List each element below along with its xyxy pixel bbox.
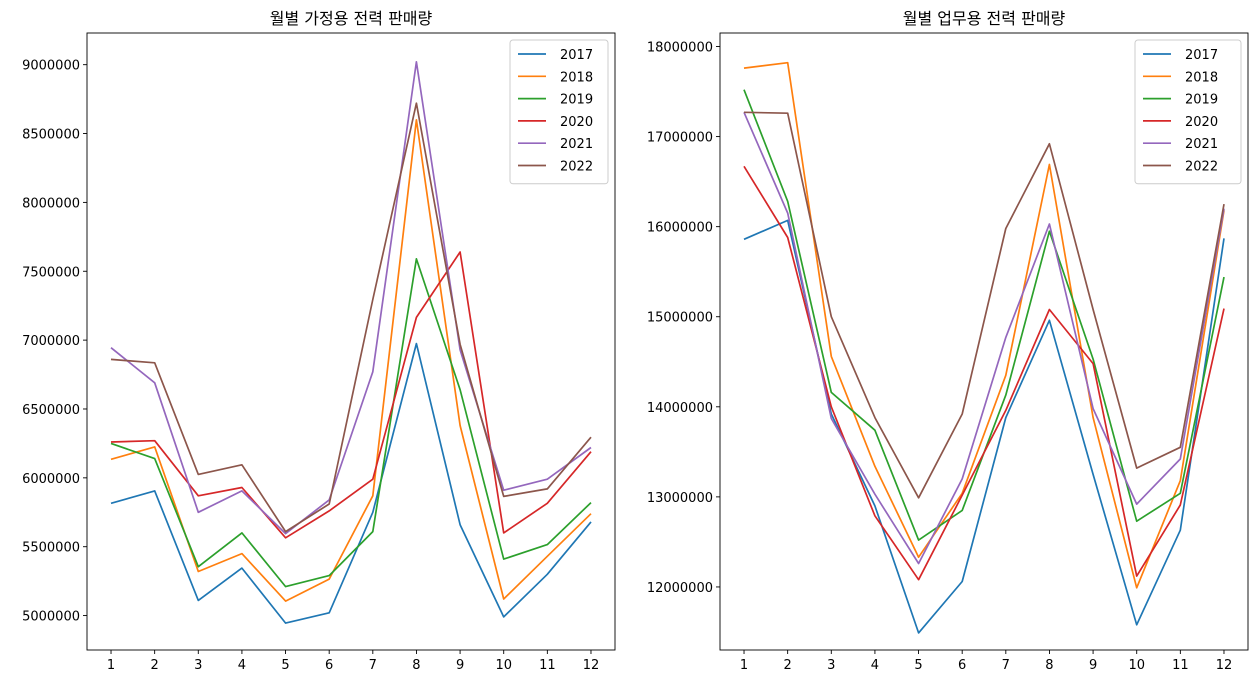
legend: 2017 2018 2019 2020 2021 2022 bbox=[509, 39, 609, 185]
series-line-2018 bbox=[743, 61, 1225, 589]
legend-label-2021: 2021 bbox=[560, 137, 593, 152]
y-tick-label: 5500000 bbox=[22, 541, 80, 556]
legend-label-2019: 2019 bbox=[560, 93, 593, 108]
y-tick-label: 6500000 bbox=[22, 403, 80, 418]
plot-frame bbox=[86, 32, 616, 651]
legend-label-2020: 2020 bbox=[1185, 115, 1218, 130]
x-tick-label: 8 bbox=[412, 658, 420, 673]
plot-frame bbox=[719, 32, 1249, 651]
x-tick-label: 5 bbox=[914, 658, 922, 673]
y-tick-label: 9000000 bbox=[22, 59, 80, 74]
y-tick-label: 8500000 bbox=[22, 128, 80, 143]
y-tick-label: 6000000 bbox=[22, 472, 80, 487]
y-tick-label: 7500000 bbox=[22, 265, 80, 280]
x-tick-label: 11 bbox=[539, 658, 556, 673]
y-tick-label: 16000000 bbox=[647, 221, 713, 236]
x-tick-label: 5 bbox=[281, 658, 289, 673]
x-tick-label: 2 bbox=[784, 658, 792, 673]
y-tick-label: 5000000 bbox=[22, 610, 80, 625]
legend-label-2022: 2022 bbox=[560, 160, 593, 175]
series-line-2019 bbox=[110, 258, 592, 588]
y-tick-label: 15000000 bbox=[647, 311, 713, 326]
x-tick-label: 4 bbox=[238, 658, 246, 673]
x-tick-label: 10 bbox=[1128, 658, 1145, 673]
series-line-2017 bbox=[743, 219, 1225, 634]
x-tick-label: 6 bbox=[325, 658, 333, 673]
legend-label-2018: 2018 bbox=[1185, 70, 1218, 85]
legend-label-2017: 2017 bbox=[1185, 48, 1218, 63]
x-tick-label: 7 bbox=[369, 658, 377, 673]
y-tick-label: 8000000 bbox=[22, 196, 80, 211]
legend-label-2017: 2017 bbox=[560, 48, 593, 63]
legend-label-2020: 2020 bbox=[560, 115, 593, 130]
legend: 2017 2018 2019 2020 2021 2022 bbox=[1134, 39, 1242, 185]
x-tick-label: 9 bbox=[456, 658, 464, 673]
x-tick-label: 7 bbox=[1002, 658, 1010, 673]
x-tick-label: 10 bbox=[495, 658, 512, 673]
legend-label-2018: 2018 bbox=[560, 70, 593, 85]
x-tick-label: 3 bbox=[194, 658, 202, 673]
y-tick-label: 7000000 bbox=[22, 334, 80, 349]
x-tick-label: 4 bbox=[871, 658, 879, 673]
series-line-2020 bbox=[743, 165, 1225, 581]
chart-title: 월별 업무용 전력 판매량 bbox=[903, 9, 1066, 28]
x-tick-label: 6 bbox=[958, 658, 966, 673]
x-tick-label: 1 bbox=[740, 658, 748, 673]
x-tick-label: 11 bbox=[1172, 658, 1189, 673]
legend-label-2021: 2021 bbox=[1185, 137, 1218, 152]
series-line-2021 bbox=[110, 61, 592, 535]
series-line-2022 bbox=[110, 102, 592, 533]
y-tick-label: 14000000 bbox=[647, 401, 713, 416]
y-tick-label: 17000000 bbox=[647, 131, 713, 146]
x-tick-label: 12 bbox=[583, 658, 600, 673]
y-tick-label: 13000000 bbox=[647, 491, 713, 506]
x-tick-label: 3 bbox=[827, 658, 835, 673]
legend-label-2019: 2019 bbox=[1185, 93, 1218, 108]
series-line-2020 bbox=[110, 251, 592, 539]
x-tick-label: 8 bbox=[1045, 658, 1053, 673]
series-line-2022 bbox=[743, 111, 1225, 499]
x-tick-label: 9 bbox=[1089, 658, 1097, 673]
legend-label-2022: 2022 bbox=[1185, 160, 1218, 175]
series-line-2017 bbox=[110, 342, 592, 624]
y-tick-label: 12000000 bbox=[647, 581, 713, 596]
series-line-2021 bbox=[743, 111, 1225, 565]
x-tick-label: 12 bbox=[1216, 658, 1233, 673]
legend-box bbox=[509, 39, 609, 185]
x-tick-label: 1 bbox=[107, 658, 115, 673]
chart-title: 월별 가정용 전력 판매량 bbox=[270, 9, 433, 28]
y-tick-label: 18000000 bbox=[647, 41, 713, 56]
x-tick-label: 2 bbox=[151, 658, 159, 673]
